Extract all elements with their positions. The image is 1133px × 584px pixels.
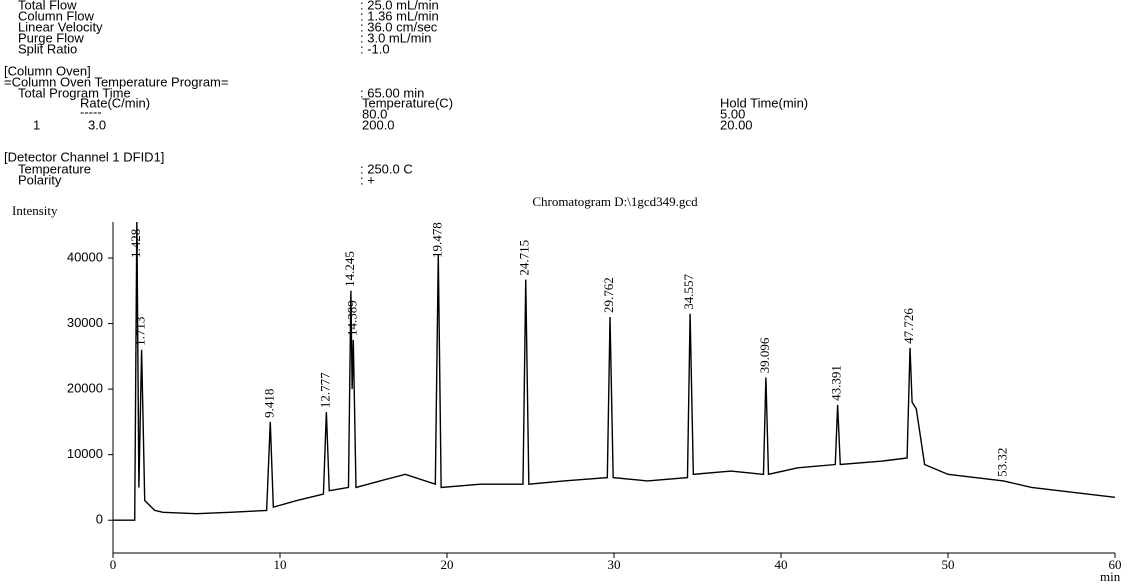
x-axis-label: min (1100, 569, 1121, 584)
plot: 0 10000 20000 30000 40000 0 10 20 30 40 50 60 1.428 1… (67, 222, 1122, 572)
column-header: Temperature(C) (362, 95, 453, 110)
peak-label: 47.726 (901, 308, 916, 344)
y-tick-label: 10000 (67, 446, 103, 461)
peak-label: 12.777 (317, 372, 332, 408)
cell: 5.00 (720, 106, 745, 121)
column-header: Hold Time(min) (720, 95, 808, 110)
cell: ----- (80, 104, 102, 119)
value: : 36.0 cm/sec (360, 19, 438, 34)
peak-label: 14.245 (342, 251, 357, 287)
label: Split Ratio (18, 41, 77, 56)
x-tick-label: 60 (1109, 557, 1122, 572)
y-tick-label: 30000 (67, 315, 103, 330)
peak-label: 29.762 (601, 277, 616, 313)
column-header: Rate(C/min) (80, 95, 150, 110)
value: : 25.0 mL/min (360, 0, 439, 12)
cell: 20.00 (720, 117, 753, 132)
label: Polarity (18, 172, 62, 187)
value: : + (360, 172, 375, 187)
x-tick-label: 10 (274, 557, 287, 572)
section-title: [Detector Channel 1 DFID1] (4, 149, 164, 164)
y-tick-label: 0 (96, 512, 103, 527)
x-tick-label: 0 (110, 557, 117, 572)
cell: 1 (33, 117, 40, 132)
value: : 65.00 min (360, 85, 424, 100)
label: Total Flow (18, 0, 77, 12)
peak-label: 9.418 (261, 389, 276, 418)
peak-label: 53.32 (994, 448, 1009, 477)
label: Total Program Time (18, 85, 131, 100)
value: : -1.0 (360, 41, 390, 56)
value: : 1.36 mL/min (360, 8, 439, 23)
section-title: =Column Oven Temperature Program= (4, 74, 228, 89)
trace (113, 222, 1115, 521)
section-title: [Column Oven] (4, 63, 91, 78)
label: Temperature (18, 161, 91, 176)
y-tick-label: 20000 (67, 381, 103, 396)
value: : 250.0 C (360, 161, 413, 176)
peak-label: 1.713 (133, 317, 148, 346)
cell: 80.0 (362, 106, 387, 121)
x-tick-label: 50 (942, 557, 955, 572)
peak-label: 19.478 (429, 222, 444, 258)
peak-label: 34.557 (681, 274, 696, 310)
cell: 3.0 (88, 117, 106, 132)
peak-label: 14.389 (344, 300, 359, 336)
peak-label: 24.715 (517, 240, 532, 276)
chart-title: Chromatogram D:\1gcd349.gcd (532, 194, 698, 209)
label: Linear Velocity (18, 19, 103, 34)
value: : 3.0 mL/min (360, 30, 432, 45)
y-tick-label: 40000 (67, 249, 103, 264)
label: Purge Flow (18, 30, 84, 45)
settings: Total Flow : 25.0 mL/min Column Flow : 1… (4, 0, 808, 187)
peak-label: 39.096 (757, 337, 772, 373)
cell: 200.0 (362, 117, 395, 132)
peak-label: 43.391 (829, 365, 844, 401)
x-tick-label: 30 (608, 557, 621, 572)
peak-label: 1.428 (128, 229, 143, 258)
x-tick-label: 40 (775, 557, 788, 572)
x-tick-label: 20 (441, 557, 454, 572)
y-axis-label: Intensity (12, 203, 58, 218)
label: Column Flow (18, 8, 94, 23)
